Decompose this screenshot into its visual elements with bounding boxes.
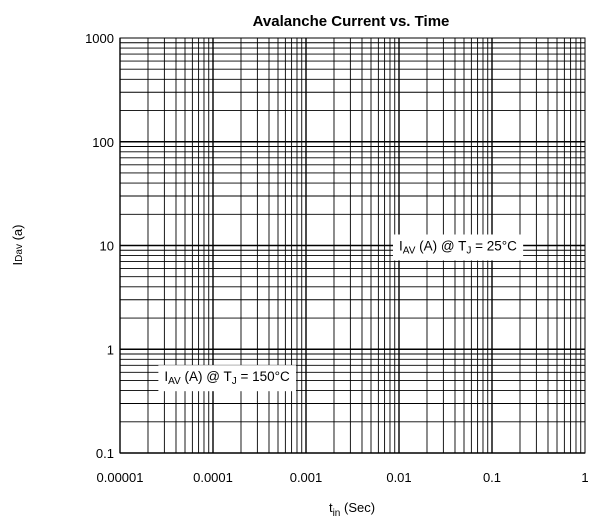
annotation-part: (A) @ T [181, 369, 232, 384]
y-axis-label-suffix: (a) [10, 225, 25, 245]
annotation-text: IAV (A) @ TJ = 150°C [164, 369, 290, 387]
y-tick-label: 100 [92, 135, 114, 150]
annotation-background [158, 365, 297, 392]
y-axis-label: IDav (a) [10, 225, 25, 266]
annotation: IAV (A) @ TJ = 25°C [393, 234, 524, 261]
y-tick-label: 1000 [85, 31, 114, 46]
annotation-part: I [164, 369, 168, 384]
x-axis-label: tin (Sec) [329, 500, 375, 519]
x-tick-label: 1 [581, 470, 588, 485]
annotation-part: = 25°C [471, 239, 517, 254]
x-tick-label: 0.0001 [193, 470, 233, 485]
y-tick-label: 0.1 [96, 446, 114, 461]
annotation: IAV (A) @ TJ = 150°C [158, 365, 297, 392]
annotation-part: J [232, 376, 237, 387]
x-axis-label-main: t [329, 500, 333, 515]
x-tick-label: 0.001 [290, 470, 323, 485]
x-tick-label: 0.1 [483, 470, 501, 485]
annotation-part: J [466, 246, 471, 257]
x-tick-labels: 0.00001 0.0001 0.001 0.01 0.1 1 [97, 470, 589, 485]
annotation-background [393, 234, 524, 261]
y-tick-labels: 0.1 1 10 100 1000 [85, 31, 114, 461]
annotation-part: AV [403, 246, 416, 257]
x-tick-label: 0.00001 [97, 470, 144, 485]
x-axis-label-suffix: (Sec) [340, 500, 375, 515]
y-tick-label: 1 [107, 342, 114, 357]
x-axis-label-sub: in [333, 508, 341, 519]
y-axis-label-main: I [10, 262, 25, 266]
x-tick-label: 0.01 [386, 470, 411, 485]
plot-frame [119, 37, 586, 454]
annotation-text: IAV (A) @ TJ = 25°C [399, 239, 517, 257]
annotation-part: AV [168, 376, 181, 387]
chart-title: Avalanche Current vs. Time [253, 13, 450, 30]
y-tick-label: 10 [100, 239, 114, 254]
annotation-part: I [399, 239, 403, 254]
annotation-part: (A) @ T [415, 239, 466, 254]
annotation-part: = 150°C [237, 369, 290, 384]
y-axis-label-sub: Dav [14, 244, 25, 262]
